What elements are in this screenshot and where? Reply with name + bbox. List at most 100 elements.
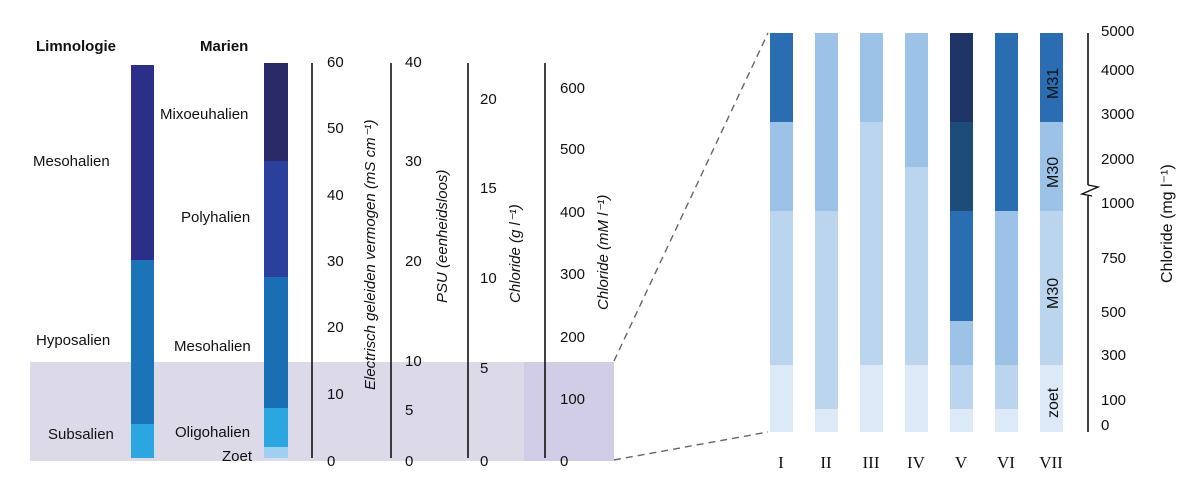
tick-label: 3000 [1101,106,1134,123]
tick-label: 500 [560,141,585,158]
column-segment [1040,365,1063,432]
tick-label: 4000 [1101,62,1134,79]
tick-label: 500 [1101,304,1126,321]
scale-psu: 40 30 20 10 5 0 PSU (eenheidsloos) [390,54,451,470]
marien-label-mesohalien: Mesohalien [174,338,251,355]
column-V [950,33,973,432]
column-segment [815,409,838,432]
column-label: IV [907,453,926,472]
tick-label: 0 [560,453,568,470]
tick-label: 1000 [1101,195,1134,212]
marien-bar [264,63,288,458]
zoom-connector-bottom [613,431,769,461]
column-label: II [820,453,832,472]
column-segment [770,365,793,432]
tick-label: 50 [327,120,344,137]
column-VII [1040,33,1063,432]
column-segment [770,211,793,365]
scale-conductivity-title: Electrisch geleiden vermogen (mS cm⁻¹) [362,119,379,390]
column-segment [770,122,793,211]
tick-label: 200 [560,329,585,346]
tick-label: 0 [1101,417,1109,434]
tick-label: 20 [405,253,422,270]
column-segment [860,33,883,122]
tick-label: 30 [405,153,422,170]
column-segment [860,122,883,365]
marien-segment-mixoeuhalien [264,63,288,162]
tick-label: 10 [480,270,497,287]
marien-segment-mesohalien [264,277,288,409]
column-label: V [955,453,968,472]
tick-label: 5 [405,402,413,419]
tick-label: 100 [1101,392,1126,409]
segment-label-m31: M31 [1045,68,1062,99]
tick-label: 30 [327,253,344,270]
tick-label: 10 [327,386,344,403]
marien-label-zoet: Zoet [222,448,253,465]
segment-label-zoet: zoet [1045,387,1062,418]
column-segment [950,321,973,365]
marien-label-oligohalien: Oligohalien [175,424,250,441]
column-III [860,33,883,432]
tick-label: 300 [560,266,585,283]
column-label: III [863,453,880,472]
column-segment [995,211,1018,365]
column-segment [770,33,793,122]
tick-label: 5000 [1101,23,1134,40]
tick-label: 20 [327,319,344,336]
tick-label: 2000 [1101,151,1134,168]
tick-label: 0 [327,453,335,470]
column-segment [1040,211,1063,365]
limno-label-mesohalien: Mesohalien [33,153,110,170]
scale-chloride-gl-title: Chloride (g l⁻¹) [507,204,524,303]
tick-label: 0 [405,453,413,470]
column-segment [950,211,973,321]
column-segment [905,167,928,365]
tick-label: 600 [560,80,585,97]
marien-label-mixoeuhalien: Mixoeuhalien [160,106,248,123]
tick-label: 300 [1101,347,1126,364]
scale-psu-title: PSU (eenheidsloos) [434,170,451,303]
column-IV [905,33,928,432]
tick-label: 750 [1101,250,1126,267]
tick-label: 40 [327,187,344,204]
freshwater-band-dark [524,362,614,461]
marien-segment-oligohalien [264,408,288,448]
column-II [815,33,838,432]
tick-label: 20 [480,91,497,108]
chloride-mg-axis: 5000 4000 3000 2000 1000 750 500 300 100… [1079,23,1176,434]
column-segment [950,33,973,122]
header-limnologie: Limnologie [36,38,116,55]
segment-label-m30-upper: M30 [1045,157,1062,188]
limnologie-bar [131,65,154,458]
column-segment [905,33,928,167]
tick-label: 60 [327,54,344,71]
column-segment [950,122,973,211]
tick-label: 100 [560,391,585,408]
limno-segment-hyposalien [131,260,154,425]
column-segment [995,365,1018,409]
column-segment [905,365,928,432]
column-segment [860,365,883,432]
column-segment [1040,33,1063,122]
limno-label-subsalien: Subsalien [48,426,114,443]
scale-chloride-gl: 20 15 10 5 0 Chloride (g l⁻¹) [467,63,524,470]
tick-label: 40 [405,54,422,71]
chloride-mg-axis-title: Chloride (mg l⁻¹) [1159,164,1176,283]
scale-conductivity: 60 50 40 30 20 10 0 Electrisch geleiden … [311,54,379,470]
column-label: VII [1039,453,1063,472]
column-segment [815,33,838,211]
column-label: I [778,453,784,472]
column-VI [995,33,1018,432]
column-segment [995,33,1018,211]
limno-segment-mesohalien [131,65,154,261]
freshwater-band [30,362,614,461]
scale-chloride-mm: 600 500 400 300 200 100 0 Chloride (mM l… [544,63,612,470]
marien-label-polyhalien: Polyhalien [181,209,250,226]
tick-label: 5 [480,360,488,377]
limno-label-hyposalien: Hyposalien [36,332,110,349]
column-label: VI [997,453,1015,472]
column-segment [995,409,1018,432]
axis-break-icon [1079,184,1101,197]
